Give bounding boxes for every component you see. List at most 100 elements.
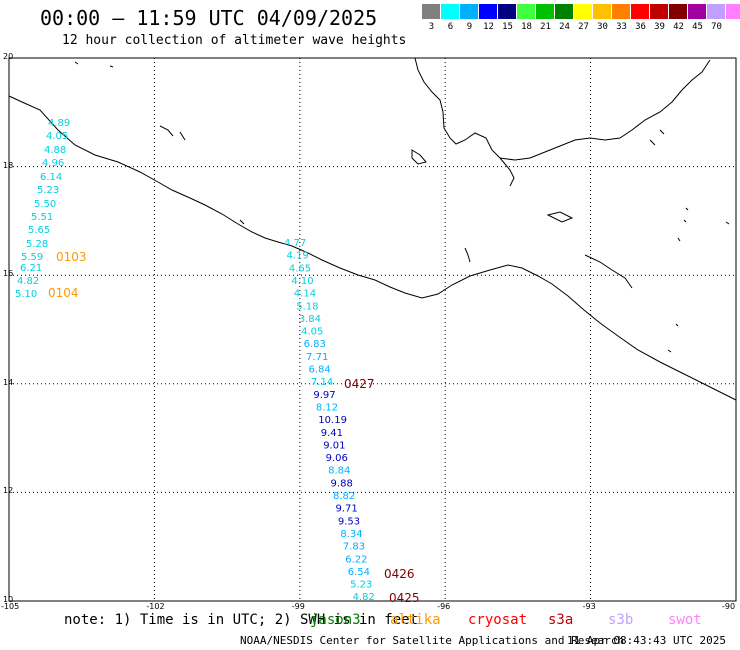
- lat-label: 18: [3, 160, 14, 170]
- color-scale-label: 6: [447, 22, 454, 32]
- wave-height-label: 4.82: [17, 276, 39, 287]
- color-scale-swatch: [631, 4, 650, 19]
- lon-label: -99: [291, 602, 305, 611]
- lat-lon-grid: [9, 58, 736, 601]
- color-scale-label: 36: [635, 22, 646, 32]
- color-scale-swatch: [612, 4, 631, 19]
- lon-label: -96: [437, 602, 451, 611]
- wave-height-label: 4.10: [291, 276, 313, 287]
- wave-height-label: 9.71: [335, 504, 357, 515]
- wave-height-label: 6.21: [20, 263, 42, 274]
- color-scale-label: 45: [692, 22, 703, 32]
- color-scale-label: 27: [578, 22, 589, 32]
- color-scale-label: 42: [673, 22, 684, 32]
- wave-height-label: 9.53: [338, 516, 360, 527]
- wave-height-label: 6.54: [348, 567, 370, 578]
- color-scale-swatch: [574, 4, 593, 19]
- wave-height-label: 7.14: [311, 377, 333, 388]
- satellite-legend-item: swot: [668, 612, 702, 628]
- lat-label: 12: [3, 486, 14, 496]
- wave-height-label: 4.65: [289, 263, 311, 274]
- map-title: 00:00 – 11:59 UTC 04/09/2025: [40, 6, 378, 30]
- wave-height-label: 7.71: [306, 352, 328, 363]
- satellite-legend-item: s3b: [608, 612, 634, 628]
- color-scale-swatch: [498, 4, 517, 19]
- color-scale-label: 24: [559, 22, 570, 32]
- wave-height-label: 9.97: [313, 390, 335, 401]
- lon-label: -93: [582, 602, 596, 611]
- wave-height-label: 4.19: [286, 251, 308, 262]
- color-scale-label: 9: [466, 22, 473, 32]
- wave-height-label: 5.23: [350, 580, 372, 591]
- color-scale-label: 70: [711, 22, 722, 32]
- wave-height-label: 8.34: [340, 529, 362, 540]
- color-scale-boxes: [422, 4, 740, 19]
- wave-height-label: 9.06: [326, 453, 348, 464]
- color-scale-label: 30: [597, 22, 608, 32]
- wave-height-label: 7.83: [343, 542, 365, 553]
- wave-height-label: 4.82: [353, 592, 375, 603]
- color-scale-swatch: [479, 4, 498, 19]
- pass-id-label: 0103: [56, 250, 87, 264]
- color-scale-swatch: [517, 4, 536, 19]
- lon-label: -90: [722, 602, 736, 611]
- wave-height-label: 3.84: [299, 314, 321, 325]
- color-scale-label: 3: [428, 22, 435, 32]
- satellite-legend-item: s3a: [548, 612, 574, 628]
- wave-height-label: 5.65: [28, 225, 50, 236]
- wave-height-label: 5.10: [15, 289, 37, 300]
- wave-height-label: 4.88: [44, 145, 66, 156]
- color-scale-swatch: [555, 4, 574, 19]
- footer-note: note: 1) Time is in UTC; 2) SWH is in fe…: [64, 612, 419, 628]
- color-scale-label: 21: [540, 22, 551, 32]
- wave-height-label: 10.19: [318, 415, 347, 426]
- color-scale-label: 15: [502, 22, 513, 32]
- pass-id-label: 0427: [344, 377, 375, 391]
- color-scale-swatch: [669, 4, 688, 19]
- wave-height-label: 5.50: [34, 199, 56, 210]
- wave-height-label: 4.89: [48, 118, 70, 129]
- wave-height-label: 4.05: [46, 131, 68, 142]
- wave-height-label: 5.23: [37, 185, 59, 196]
- wave-height-label: 6.83: [304, 339, 326, 350]
- altika-track-0103: 4.89 4.05 4.88 4.96 6.14 5.23 5.50 5.51 5.65 5.28…: [15, 118, 70, 300]
- gulf-coastline: [414, 57, 711, 161]
- pacific-coastline: [8, 95, 737, 401]
- lat-label: 10: [3, 595, 14, 604]
- color-scale-swatch: [726, 4, 740, 19]
- wave-height-label: 6.14: [40, 172, 62, 183]
- satellite-legend-item: jason3: [310, 612, 361, 628]
- wave-height-label: 8.84: [328, 466, 350, 477]
- pass-id-label: 0426: [384, 567, 415, 581]
- color-scale-swatch: [460, 4, 479, 19]
- wave-height-label: 4.77: [284, 238, 306, 249]
- pass-id-label: 0425: [389, 591, 420, 605]
- color-scale-swatch: [707, 4, 726, 19]
- color-scale-swatch: [441, 4, 460, 19]
- color-scale-label: 39: [654, 22, 665, 32]
- lon-label: -105: [1, 602, 20, 611]
- color-scale-label: 18: [521, 22, 532, 32]
- island-markers: [74, 61, 730, 353]
- color-scale-swatch: [536, 4, 555, 19]
- lat-label: 16: [3, 269, 14, 279]
- color-scale-label: 12: [483, 22, 494, 32]
- map-frame: [8, 57, 737, 602]
- pass-labels: 0103 0104 0427 0426 0425: [48, 250, 420, 605]
- color-scale-swatch: [593, 4, 612, 19]
- wave-height-label: 5.28: [26, 239, 48, 250]
- color-scale-swatch: [688, 4, 707, 19]
- lon-label: -102: [146, 602, 165, 611]
- color-scale-swatch: [650, 4, 669, 19]
- credit-timestamp: 11 Apr 08:43:43 UTC 2025: [567, 634, 726, 647]
- satellite-legend-item: cryosat: [468, 612, 528, 628]
- pass-id-label: 0104: [48, 286, 79, 300]
- color-scale-swatch: [422, 4, 441, 19]
- color-scale-label: 33: [616, 22, 627, 32]
- wave-height-label: 9.88: [331, 478, 353, 489]
- track-0427: 4.77 4.194.65 4.10 4.145.18 3.84 4.056.83 7.71…: [284, 238, 375, 603]
- wave-height-label: 4.05: [301, 327, 323, 338]
